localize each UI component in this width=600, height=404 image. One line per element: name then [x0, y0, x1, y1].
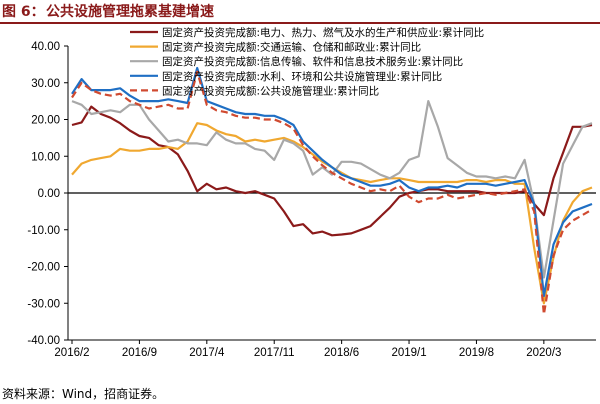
line-chart: 40.00 30.00 20.00 10.00 0.00 -10.00 -20.00 -30.… [27, 26, 596, 358]
series-line-5 [71, 70, 593, 316]
series-line-3 [71, 99, 593, 279]
title-rule [0, 22, 600, 24]
y-tick-label: -20.00 [27, 262, 60, 274]
x-tick-label: 2020/3 [526, 347, 561, 358]
legend-entry-4: 固定资产投资完成额:水利、环境和公共设施管理业:累计同比 [162, 70, 442, 83]
legend-entry-2: 固定资产投资完成额:交通运输、仓储和邮政业:累计同比 [162, 41, 421, 54]
x-tick-label: 2018/6 [324, 347, 359, 358]
axes: 40.00 30.00 20.00 10.00 0.00 -10.00 -20.00 -30.… [27, 41, 596, 358]
x-tick-label: 2016/2 [54, 347, 89, 358]
legend-entry-3: 固定资产投资完成额:信息传输、软件和信息技术服务业:累计同比 [162, 55, 463, 68]
x-tick-label: 2016/9 [122, 347, 157, 358]
series-line-4 [71, 66, 593, 297]
y-tick-label: 0.00 [38, 188, 60, 200]
x-tick-label: 2017/11 [254, 347, 295, 358]
figure-label: 图 6： [2, 4, 45, 20]
figure-title-text: 公共设施管理拖累基建增速 [46, 4, 214, 20]
series-line-2 [71, 122, 593, 305]
figure-source: 资料来源：Wind，招商证券。 [2, 387, 165, 401]
legend: 固定资产投资完成额:电力、热力、燃气及水的生产和供应业:累计同比固定资产投资完成… [130, 26, 484, 97]
y-tick-label: 40.00 [31, 41, 60, 53]
y-tick-label: 10.00 [31, 151, 60, 163]
y-tick-label: 20.00 [31, 115, 60, 127]
y-tick-label: 30.00 [31, 78, 60, 90]
figure-title: 图 6： 公共设施管理拖累基建增速 [0, 0, 600, 24]
legend-entry-5: 固定资产投资完成额:公共设施管理业:累计同比 [162, 84, 379, 97]
x-tick-label: 2017/4 [189, 347, 225, 358]
x-tick-label: 2019/1 [391, 347, 426, 358]
y-tick-label: -10.00 [27, 225, 60, 237]
legend-entry-1: 固定资产投资完成额:电力、热力、燃气及水的生产和供应业:累计同比 [162, 26, 484, 39]
series-line-1 [71, 105, 593, 237]
series-lines [71, 66, 593, 316]
y-tick-label: -30.00 [27, 298, 60, 310]
y-tick-label: -40.00 [27, 335, 60, 347]
x-tick-label: 2019/8 [459, 347, 494, 358]
